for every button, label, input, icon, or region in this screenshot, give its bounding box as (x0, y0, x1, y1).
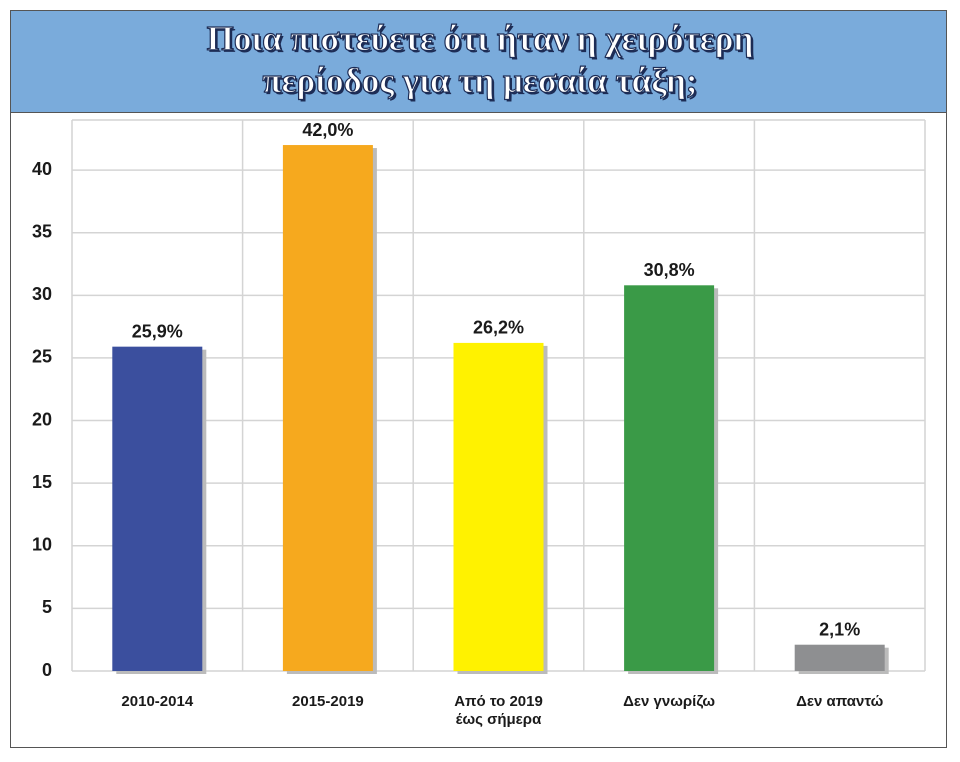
y-tick-label: 20 (32, 409, 52, 429)
bar (624, 285, 715, 671)
x-tick-label: Δεν απαντώ (796, 693, 884, 710)
frame (10, 10, 947, 748)
value-label: 42,0% (302, 120, 353, 140)
x-tick-label: Από το 2019 έως σήμερα (454, 693, 543, 728)
x-tick-label: 2010-2014 (121, 693, 194, 710)
y-tick-label: 10 (32, 535, 52, 555)
value-label: 2,1% (819, 619, 860, 639)
bar (453, 342, 544, 671)
bar (112, 346, 203, 671)
x-tick-label: 2015-2019 (292, 693, 364, 710)
value-label: 26,2% (473, 318, 524, 338)
y-tick-label: 30 (32, 284, 52, 304)
chart-title: Ποια πιστεύετε ότι ήταν η χειρότερη περί… (206, 18, 754, 100)
y-tick-label: 0 (42, 660, 52, 680)
y-tick-label: 35 (32, 221, 52, 241)
bar (282, 145, 373, 671)
value-label: 25,9% (132, 321, 183, 341)
value-label: 30,8% (644, 260, 695, 280)
x-tick-label: Δεν γνωρίζω (623, 693, 716, 710)
y-tick-label: 5 (42, 597, 52, 617)
y-tick-label: 25 (32, 347, 52, 367)
bar (794, 644, 885, 671)
y-tick-label: 40 (32, 159, 52, 179)
title-band (11, 11, 946, 113)
y-tick-label: 15 (32, 472, 52, 492)
